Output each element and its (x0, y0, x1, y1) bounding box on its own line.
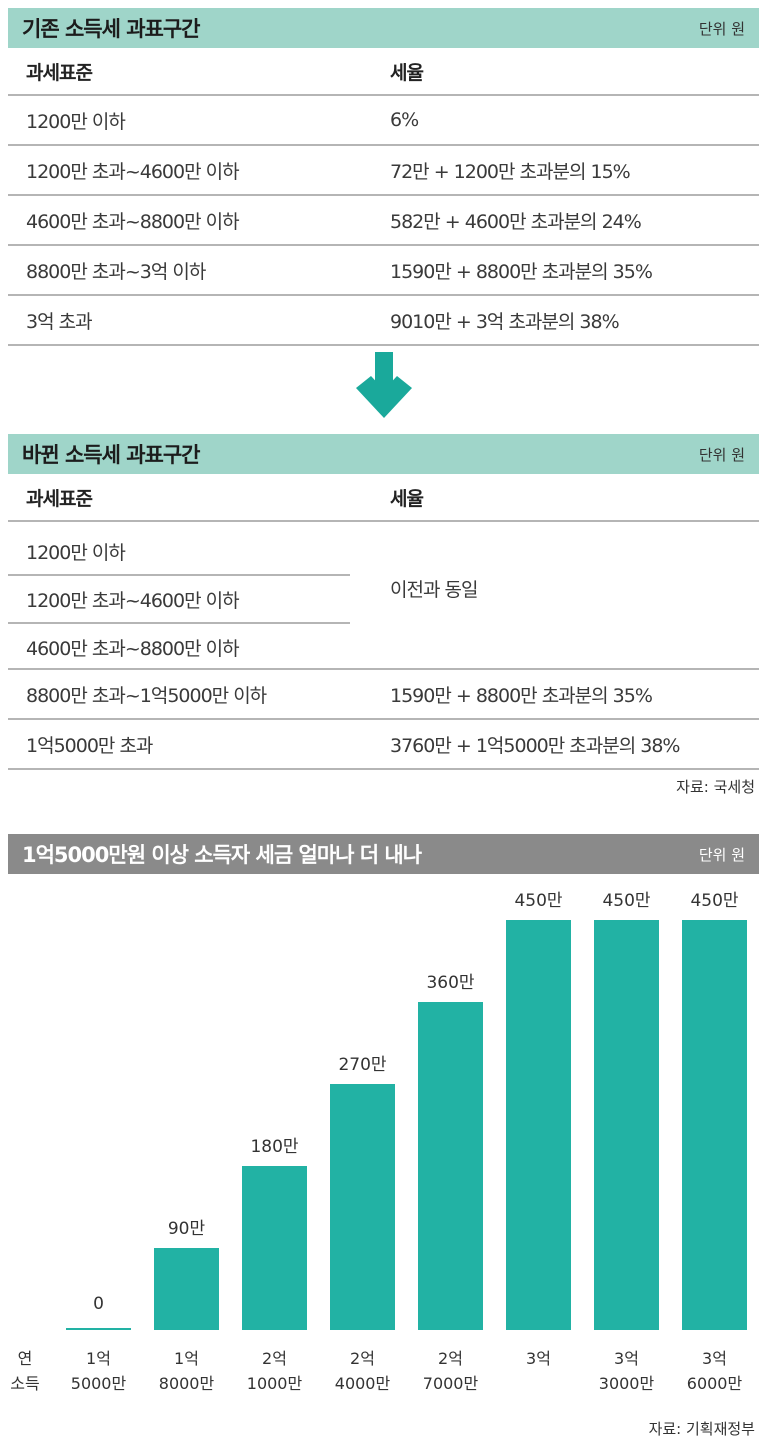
new-rate-cell: 3760만 + 1억5000만 초과분의 38% (390, 734, 680, 757)
bar (154, 1248, 219, 1330)
new-table-source: 자료: 국세청 (676, 778, 755, 796)
x-tick-label: 1억 8000만 (147, 1346, 227, 1396)
old-col-header-base: 과세표준 (26, 61, 93, 84)
x-tick-label-line: 3억 (526, 1349, 551, 1368)
down-arrow-icon (356, 352, 412, 418)
table-row: 4600만 초과~8800만 이하 582만 + 4600만 초과분의 24% (8, 196, 759, 246)
table-row: 3억 초과 9010만 + 3억 초과분의 38% (8, 296, 759, 346)
divider (8, 622, 350, 624)
x-tick-label-line (499, 1371, 579, 1396)
divider (8, 668, 759, 670)
new-merged-base-cell: 1200만 이하 (26, 541, 126, 564)
x-tick-label-line: 3000만 (598, 1374, 655, 1393)
bar-value-label: 450만 (514, 891, 563, 911)
x-tick-label-line: 2억 (438, 1349, 463, 1368)
bar (682, 920, 747, 1330)
old-rate-cell: 72만 + 1200만 초과분의 15% (390, 160, 631, 183)
old-table-header: 기존 소득세 과표구간 단위 원 (8, 8, 759, 48)
x-tick-label: 3억 6000만 (675, 1346, 755, 1396)
new-table-header: 바뀐 소득세 과표구간 단위 원 (8, 434, 759, 474)
chart-source: 자료: 기획재정부 (648, 1420, 755, 1438)
new-rate-cell: 1590만 + 8800만 초과분의 35% (390, 684, 653, 707)
old-table-head-row: 과세표준 세율 (8, 48, 759, 96)
x-tick-label-line: 2억 (262, 1349, 287, 1368)
new-merged-rate-cell: 이전과 동일 (390, 579, 478, 601)
new-col-header-base: 과세표준 (26, 487, 93, 510)
x-axis-label: 연 소득 (10, 1346, 40, 1396)
x-tick-label: 3억 (499, 1346, 579, 1396)
x-tick-label-line: 7000만 (422, 1374, 479, 1393)
table-row: 1200만 초과~4600만 이하 72만 + 1200만 초과분의 15% (8, 146, 759, 196)
old-rate-cell: 9010만 + 3억 초과분의 38% (390, 310, 620, 333)
chart-unit: 단위 원 (698, 845, 745, 864)
bar-value-label: 90만 (167, 1219, 206, 1239)
chart-title: 1억5000만원 이상 소득자 세금 얼마나 더 내나 (22, 843, 422, 867)
old-base-cell: 1200만 초과~4600만 이하 (26, 160, 240, 183)
table-row: 8800만 초과~1억5000만 이하 1590만 + 8800만 초과분의 3… (8, 670, 759, 720)
bar (418, 1002, 483, 1330)
x-tick-label-line: 1000만 (246, 1374, 303, 1393)
x-tick-label: 2억 7000만 (411, 1346, 491, 1396)
x-tick-label: 2억 1000만 (235, 1346, 315, 1396)
old-table-title: 기존 소득세 과표구간 (22, 17, 201, 41)
table-row: 1200만 이하 6% (8, 96, 759, 146)
bar-value-label: 180만 (250, 1137, 299, 1157)
new-merged-base-cell: 1200만 초과~4600만 이하 (26, 589, 240, 612)
x-tick-label: 2억 4000만 (323, 1346, 403, 1396)
new-table-title: 바뀐 소득세 과표구간 (22, 443, 201, 467)
old-table: 과세표준 세율 1200만 이하 6% 1200만 초과~4600만 이하 72… (8, 48, 759, 346)
x-tick-label: 1억 5000만 (59, 1346, 139, 1396)
new-base-cell: 8800만 초과~1억5000만 이하 (26, 684, 267, 707)
old-base-cell: 3억 초과 (26, 310, 93, 333)
old-table-unit: 단위 원 (698, 19, 745, 38)
x-axis-label-line: 연 (17, 1349, 33, 1368)
new-base-cell: 1억5000만 초과 (26, 734, 153, 757)
bar-value-label: 360만 (426, 973, 475, 993)
x-tick-label-line: 5000만 (70, 1374, 127, 1393)
new-merged-base-cell: 4600만 초과~8800만 이하 (26, 637, 240, 660)
table-row: 1억5000만 초과 3760만 + 1억5000만 초과분의 38% (8, 720, 759, 770)
bar (594, 920, 659, 1330)
x-tick-label-line: 3억 (702, 1349, 727, 1368)
bar (242, 1166, 307, 1330)
new-col-header-rate: 세율 (390, 487, 424, 510)
bar-value-label: 0 (93, 1294, 104, 1314)
new-table-unit: 단위 원 (698, 445, 745, 464)
bar (66, 1328, 131, 1330)
old-col-header-rate: 세율 (390, 61, 424, 84)
old-base-cell: 1200만 이하 (26, 110, 126, 133)
bar-value-label: 270만 (338, 1055, 387, 1075)
new-table-head-row: 과세표준 세율 (8, 474, 759, 522)
x-tick-label: 3억 3000만 (587, 1346, 667, 1396)
bar-value-label: 450만 (602, 891, 651, 911)
old-base-cell: 4600만 초과~8800만 이하 (26, 210, 240, 233)
x-tick-label-line: 8000만 (158, 1374, 215, 1393)
bar (330, 1084, 395, 1330)
chart-header: 1억5000만원 이상 소득자 세금 얼마나 더 내나 단위 원 (8, 834, 759, 874)
x-axis-label-line: 소득 (10, 1374, 40, 1393)
x-tick-label-line: 4000만 (334, 1374, 391, 1393)
x-tick-label-line: 3억 (614, 1349, 639, 1368)
new-table-body: 8800만 초과~1억5000만 이하 1590만 + 8800만 초과분의 3… (8, 670, 759, 770)
x-tick-label-line: 1억 (86, 1349, 111, 1368)
new-table-head: 과세표준 세율 (8, 474, 759, 522)
old-rate-cell: 1590만 + 8800만 초과분의 35% (390, 260, 653, 283)
old-rate-cell: 6% (390, 109, 419, 131)
table-row: 8800만 초과~3억 이하 1590만 + 8800만 초과분의 35% (8, 246, 759, 296)
divider (8, 574, 350, 576)
bar (506, 920, 571, 1330)
x-tick-label-line: 2억 (350, 1349, 375, 1368)
x-tick-label-line: 1억 (174, 1349, 199, 1368)
old-base-cell: 8800만 초과~3억 이하 (26, 260, 206, 283)
bar-value-label: 450만 (690, 891, 739, 911)
x-tick-label-line: 6000만 (686, 1374, 743, 1393)
old-rate-cell: 582만 + 4600만 초과분의 24% (390, 210, 642, 233)
